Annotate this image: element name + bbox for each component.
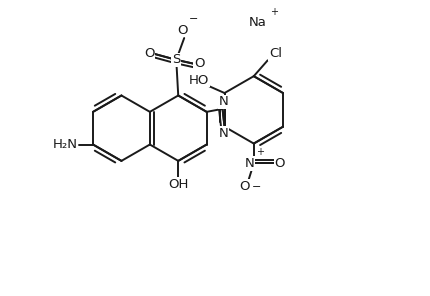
Text: −: − <box>252 182 261 192</box>
Text: HO: HO <box>188 74 209 87</box>
Text: O: O <box>274 157 285 170</box>
Text: O: O <box>240 180 250 193</box>
Text: N: N <box>218 95 228 108</box>
Text: −: − <box>189 14 199 24</box>
Text: N: N <box>245 157 255 170</box>
Text: +: + <box>256 147 264 157</box>
Text: N: N <box>218 127 228 140</box>
Text: OH: OH <box>168 178 188 191</box>
Text: Na: Na <box>249 16 267 29</box>
Text: +: + <box>270 7 278 17</box>
Text: O: O <box>177 24 187 37</box>
Text: Cl: Cl <box>269 47 282 60</box>
Text: H₂N: H₂N <box>53 138 78 151</box>
Text: S: S <box>172 53 181 66</box>
Text: O: O <box>144 47 155 60</box>
Text: O: O <box>194 57 204 70</box>
